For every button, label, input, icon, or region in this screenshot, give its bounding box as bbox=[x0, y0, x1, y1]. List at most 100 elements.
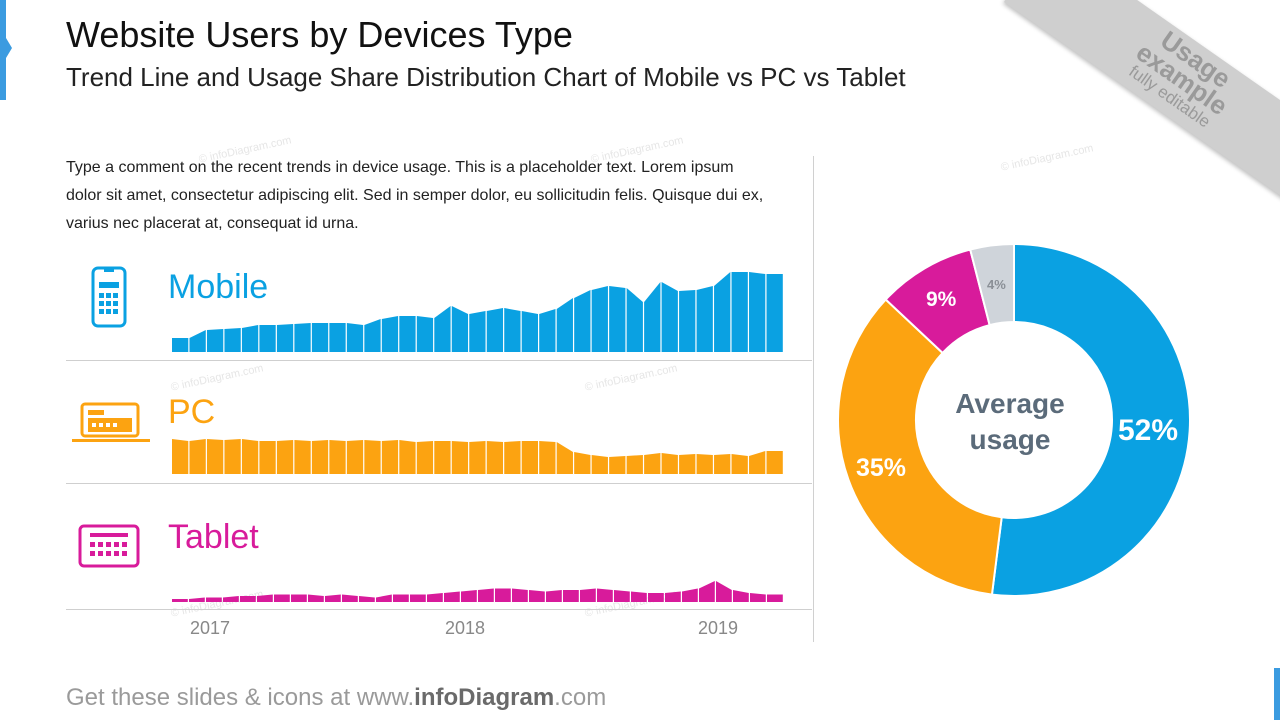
pc-area-segment bbox=[539, 441, 556, 474]
pc-area-segment bbox=[591, 455, 608, 474]
tablet-area-segment bbox=[580, 588, 596, 602]
mobile-area-segment bbox=[294, 323, 311, 352]
mobile-area-segment bbox=[696, 286, 713, 352]
mobile-area-segment bbox=[224, 328, 241, 352]
tablet-area-segment bbox=[410, 594, 426, 602]
pc-area-segment bbox=[714, 454, 731, 474]
mobile-area-segment bbox=[276, 324, 294, 352]
pc-area-segment bbox=[609, 456, 626, 474]
tablet-label: Tablet bbox=[168, 518, 259, 556]
pc-area-segment bbox=[521, 441, 538, 474]
row-divider bbox=[66, 360, 812, 361]
row-divider bbox=[66, 483, 812, 484]
smartphone-icon bbox=[91, 266, 127, 328]
tablet-area-segment bbox=[767, 594, 783, 602]
footer-text: Get these slides & icons at www.infoDiag… bbox=[66, 684, 606, 712]
mobile-area-segment bbox=[469, 311, 486, 352]
pc-area-segment bbox=[416, 441, 434, 474]
year-label: 2019 bbox=[698, 618, 739, 638]
tablet-area-segment bbox=[291, 594, 307, 602]
year-label: 2018 bbox=[445, 618, 486, 638]
tablet-area-segment bbox=[495, 588, 511, 602]
mobile-area-segment bbox=[259, 325, 276, 352]
pc-area-segment bbox=[224, 439, 241, 474]
mobile-area-segment bbox=[556, 298, 573, 352]
pc-area-segment bbox=[434, 441, 451, 474]
pc-area-segment bbox=[469, 441, 486, 474]
pc-area-segment bbox=[679, 454, 696, 474]
mobile-area-segment bbox=[679, 290, 696, 352]
tablet-trend-chart bbox=[172, 581, 783, 602]
tablet-area-segment bbox=[206, 597, 222, 602]
mobile-area-segment bbox=[346, 323, 364, 352]
tablet-area-segment bbox=[529, 590, 545, 602]
mobile-area-segment bbox=[504, 308, 521, 352]
mobile-area-segment bbox=[399, 316, 416, 352]
mobile-area-segment bbox=[661, 282, 678, 352]
mobile-area-segment bbox=[766, 274, 783, 352]
pc-area-segment bbox=[364, 440, 381, 474]
pc-area-segment bbox=[329, 440, 346, 474]
mobile-area-segment bbox=[609, 286, 626, 352]
tablet-area-segment bbox=[546, 590, 562, 602]
row-divider bbox=[66, 609, 812, 610]
tablet-area-segment bbox=[648, 593, 664, 602]
vertical-divider bbox=[813, 156, 814, 642]
watermark: © infoDiagram.com bbox=[583, 362, 679, 394]
tablet-area-segment bbox=[172, 599, 188, 602]
comment-text: Type a comment on the recent trends in d… bbox=[66, 159, 764, 232]
accent-bar bbox=[0, 0, 12, 100]
pc-area-segment bbox=[311, 440, 329, 474]
pc-area-segment bbox=[381, 440, 399, 474]
tablet-area-segment bbox=[325, 594, 341, 602]
pc-area-segment bbox=[172, 439, 189, 474]
pc-trend-chart bbox=[172, 439, 783, 474]
pc-area-segment bbox=[504, 441, 521, 474]
mobile-area-segment bbox=[364, 319, 381, 352]
pc-area-segment bbox=[644, 453, 661, 474]
page-subtitle: Trend Line and Usage Share Distribution … bbox=[66, 62, 906, 92]
mobile-area-segment bbox=[714, 272, 731, 352]
tablet-area-segment bbox=[189, 597, 205, 602]
tablet-area-segment bbox=[682, 588, 698, 602]
laptop-icon bbox=[72, 402, 150, 442]
mobile-area-segment bbox=[486, 308, 504, 352]
footer-brand: infoDiagram bbox=[414, 684, 555, 711]
footer-suffix: .com bbox=[554, 684, 607, 711]
pc-area-segment bbox=[294, 440, 311, 474]
donut-slice-other bbox=[969, 242, 1015, 327]
pc-area-segment bbox=[399, 440, 416, 474]
pc-area-segment bbox=[189, 439, 206, 474]
tablet-icon bbox=[78, 524, 140, 568]
tablet-area-segment bbox=[376, 594, 392, 602]
donut-center-label: Average usage bbox=[930, 386, 1090, 458]
mobile-trend-chart bbox=[172, 272, 783, 352]
pct-label-mobile: 52% bbox=[1118, 414, 1179, 447]
mobile-area-segment bbox=[749, 272, 766, 352]
donut-slice-mobile bbox=[990, 242, 1191, 597]
tablet-area-segment bbox=[699, 581, 715, 602]
mobile-area-segment bbox=[329, 323, 346, 352]
usage-example-ribbon: Usage example fully editable bbox=[1003, 0, 1280, 220]
pc-area-segment bbox=[241, 439, 259, 474]
tablet-area-segment bbox=[223, 596, 239, 602]
pc-area-segment bbox=[749, 451, 766, 474]
tablet-area-segment bbox=[750, 593, 766, 602]
tablet-area-segment bbox=[733, 590, 749, 602]
tablet-area-segment bbox=[665, 591, 681, 602]
mobile-area-segment bbox=[574, 290, 591, 352]
donut-center-line-2: usage bbox=[969, 424, 1051, 455]
pc-area-segment bbox=[346, 440, 364, 474]
pc-area-segment bbox=[556, 442, 573, 474]
mobile-area-segment bbox=[311, 323, 329, 352]
pc-area-segment bbox=[574, 452, 591, 474]
mobile-area-segment bbox=[416, 316, 434, 352]
mobile-area-segment bbox=[644, 282, 661, 352]
tablet-area-segment bbox=[359, 596, 375, 602]
accent-tab bbox=[1274, 668, 1280, 720]
tablet-area-segment bbox=[393, 594, 409, 602]
mobile-area-segment bbox=[626, 288, 643, 352]
pc-area-segment bbox=[206, 439, 224, 474]
year-label: 2017 bbox=[190, 618, 231, 638]
tablet-area-segment bbox=[274, 594, 290, 602]
